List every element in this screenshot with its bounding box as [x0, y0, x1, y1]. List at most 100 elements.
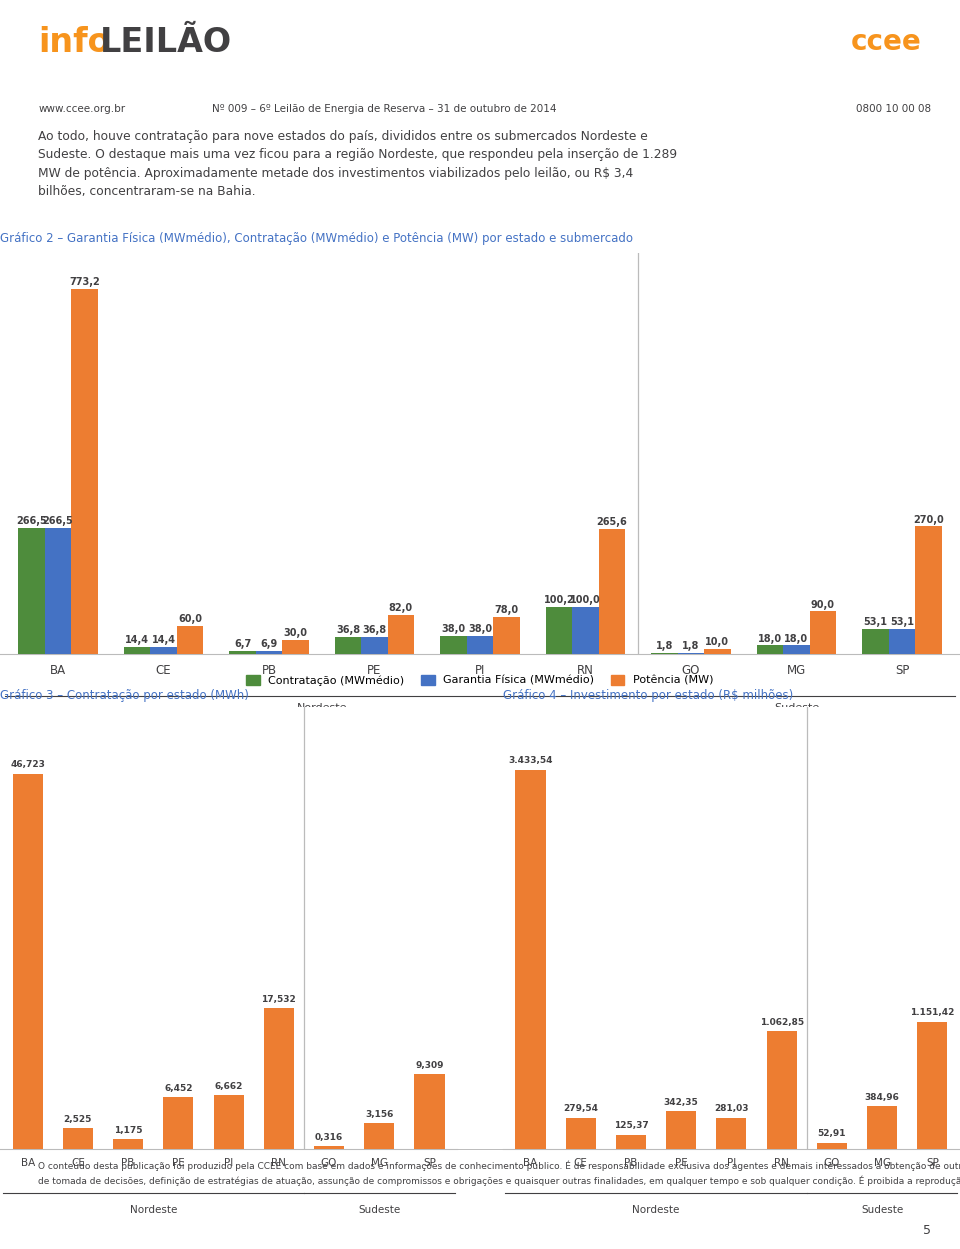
- Text: 1,175: 1,175: [114, 1125, 142, 1135]
- Text: 270,0: 270,0: [913, 515, 944, 525]
- Text: Sudeste: Sudeste: [774, 703, 819, 713]
- Bar: [335, 637, 361, 654]
- Bar: [716, 1118, 747, 1149]
- Text: LEILÃO: LEILÃO: [100, 26, 232, 59]
- Text: 53,1: 53,1: [890, 617, 914, 627]
- Bar: [616, 1135, 646, 1149]
- Text: 14,4: 14,4: [125, 636, 149, 646]
- Text: 30,0: 30,0: [283, 628, 307, 638]
- Text: 100,0: 100,0: [570, 595, 601, 605]
- Text: 36,8: 36,8: [336, 624, 360, 634]
- Text: 6,452: 6,452: [164, 1084, 193, 1093]
- Text: 90,0: 90,0: [811, 600, 835, 610]
- Bar: [113, 1139, 143, 1149]
- Text: 265,6: 265,6: [596, 517, 627, 527]
- Text: 36,8: 36,8: [363, 624, 387, 634]
- Bar: [264, 1008, 294, 1149]
- Text: 342,35: 342,35: [663, 1098, 699, 1107]
- Bar: [314, 1147, 344, 1149]
- Bar: [767, 1032, 797, 1149]
- Text: 52,91: 52,91: [818, 1129, 846, 1138]
- Text: 14,4: 14,4: [152, 636, 176, 646]
- Text: Gráfico 4 – Investimento por estado (R$ milhões): Gráfico 4 – Investimento por estado (R$ …: [503, 689, 793, 702]
- Bar: [71, 289, 98, 654]
- Bar: [889, 628, 915, 654]
- Bar: [163, 1097, 193, 1149]
- Text: 1.151,42: 1.151,42: [910, 1008, 954, 1017]
- Text: Nº 009 – 6º Leilão de Energia de Reserva – 31 de outubro de 2014: Nº 009 – 6º Leilão de Energia de Reserva…: [212, 104, 556, 114]
- Bar: [361, 637, 388, 654]
- Bar: [45, 528, 71, 654]
- Text: 279,54: 279,54: [564, 1104, 598, 1113]
- Legend: Contratação (MWmédio), Garantia Física (MWmédio), Potência (MW): Contratação (MWmédio), Garantia Física (…: [246, 676, 714, 686]
- Text: 773,2: 773,2: [69, 277, 100, 287]
- Bar: [817, 1143, 847, 1149]
- Bar: [282, 639, 308, 654]
- Text: 17,532: 17,532: [261, 994, 297, 1004]
- Text: 78,0: 78,0: [494, 606, 518, 616]
- Bar: [666, 1110, 696, 1149]
- Text: 6,662: 6,662: [214, 1082, 243, 1090]
- Bar: [388, 616, 414, 654]
- Text: Nordeste: Nordeste: [633, 1205, 680, 1215]
- Text: Sudeste: Sudeste: [861, 1205, 903, 1215]
- Text: 3.433,54: 3.433,54: [508, 757, 553, 766]
- Bar: [151, 647, 177, 654]
- Text: 281,03: 281,03: [714, 1104, 749, 1113]
- Text: 384,96: 384,96: [865, 1093, 900, 1102]
- Text: info: info: [38, 26, 111, 59]
- Bar: [783, 646, 809, 654]
- Text: Sudeste: Sudeste: [358, 1205, 400, 1215]
- Bar: [177, 626, 204, 654]
- Bar: [467, 636, 493, 654]
- Text: 9,309: 9,309: [416, 1060, 444, 1069]
- Bar: [516, 769, 545, 1149]
- Bar: [493, 617, 519, 654]
- Bar: [915, 527, 942, 654]
- Text: 1,8: 1,8: [683, 641, 700, 651]
- Text: 0800 10 00 08: 0800 10 00 08: [856, 104, 931, 114]
- Text: 82,0: 82,0: [389, 603, 413, 613]
- Text: 18,0: 18,0: [784, 633, 808, 643]
- Bar: [364, 1123, 395, 1149]
- Text: 53,1: 53,1: [864, 617, 888, 627]
- Bar: [867, 1107, 898, 1149]
- Bar: [229, 651, 255, 654]
- Text: 3,156: 3,156: [365, 1110, 394, 1119]
- Bar: [599, 528, 625, 654]
- Bar: [809, 612, 836, 654]
- Text: Nordeste: Nordeste: [297, 703, 347, 713]
- Text: 0,316: 0,316: [315, 1133, 343, 1142]
- Bar: [62, 1128, 93, 1149]
- Text: 2,525: 2,525: [63, 1115, 92, 1124]
- Text: 46,723: 46,723: [11, 761, 45, 769]
- Text: O conteúdo desta publicação foi produzido pela CCEE com base em dados e informaç: O conteúdo desta publicação foi produzid…: [38, 1160, 960, 1185]
- Text: 1,8: 1,8: [656, 641, 673, 651]
- Bar: [255, 651, 282, 654]
- Text: 5: 5: [924, 1224, 931, 1237]
- Bar: [213, 1095, 244, 1149]
- Text: www.ccee.org.br: www.ccee.org.br: [38, 104, 126, 114]
- Text: Ao todo, houve contratação para nove estados do país, divididos entre os submerc: Ao todo, houve contratação para nove est…: [38, 130, 678, 199]
- Bar: [546, 607, 572, 654]
- Bar: [756, 646, 783, 654]
- Text: 10,0: 10,0: [706, 637, 730, 647]
- Bar: [918, 1022, 948, 1149]
- Text: 38,0: 38,0: [442, 624, 466, 634]
- Bar: [565, 1118, 596, 1149]
- Text: 60,0: 60,0: [178, 613, 202, 623]
- Text: 38,0: 38,0: [468, 624, 492, 634]
- Text: ccee: ccee: [851, 29, 922, 56]
- Text: 100,2: 100,2: [543, 595, 574, 605]
- Bar: [12, 774, 42, 1149]
- Text: 125,37: 125,37: [613, 1122, 648, 1130]
- Text: 6,7: 6,7: [234, 639, 252, 649]
- Text: 18,0: 18,0: [758, 633, 782, 643]
- Text: 6,9: 6,9: [260, 638, 277, 648]
- Text: Gráfico 2 – Garantia Física (MWmédio), Contratação (MWmédio) e Potência (MW) por: Gráfico 2 – Garantia Física (MWmédio), C…: [0, 231, 633, 245]
- Text: 1.062,85: 1.062,85: [759, 1018, 804, 1027]
- Bar: [572, 607, 599, 654]
- Text: 266,5: 266,5: [16, 516, 47, 526]
- Bar: [18, 528, 45, 654]
- Bar: [124, 647, 151, 654]
